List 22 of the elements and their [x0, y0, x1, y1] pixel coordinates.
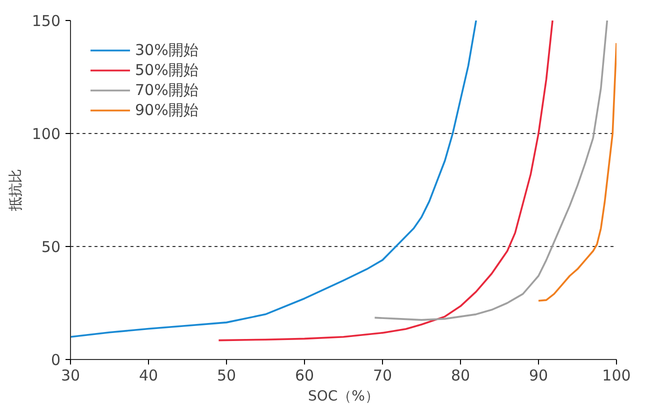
line-series — [218, 20, 554, 342]
legend-label: 70%開始 — [135, 80, 198, 100]
line-series — [538, 42, 616, 302]
x-tick-label: 50 — [216, 366, 236, 384]
x-tick-label: 30 — [60, 366, 80, 384]
legend-label: 30%開始 — [135, 40, 198, 60]
x-axis-title: SOC（%） — [308, 388, 379, 404]
y-axis-title: 抵抗比 — [8, 169, 24, 212]
legend-label: 50%開始 — [135, 60, 198, 80]
x-tick-label: 80 — [450, 366, 470, 384]
line-series — [70, 20, 477, 338]
x-tick-label: 70 — [372, 366, 392, 384]
x-tick-label: 60 — [294, 366, 314, 384]
x-tick-label: 40 — [138, 366, 158, 384]
legend-label: 90%開始 — [135, 100, 198, 120]
x-tick-label: 90 — [528, 366, 548, 384]
x-tick-label: 100 — [602, 366, 631, 384]
y-tick-label: 50 — [41, 238, 61, 256]
y-tick-label: 150 — [32, 12, 61, 30]
line-series — [374, 20, 608, 321]
y-tick-label: 0 — [50, 351, 61, 369]
y-tick-label: 100 — [32, 125, 61, 143]
